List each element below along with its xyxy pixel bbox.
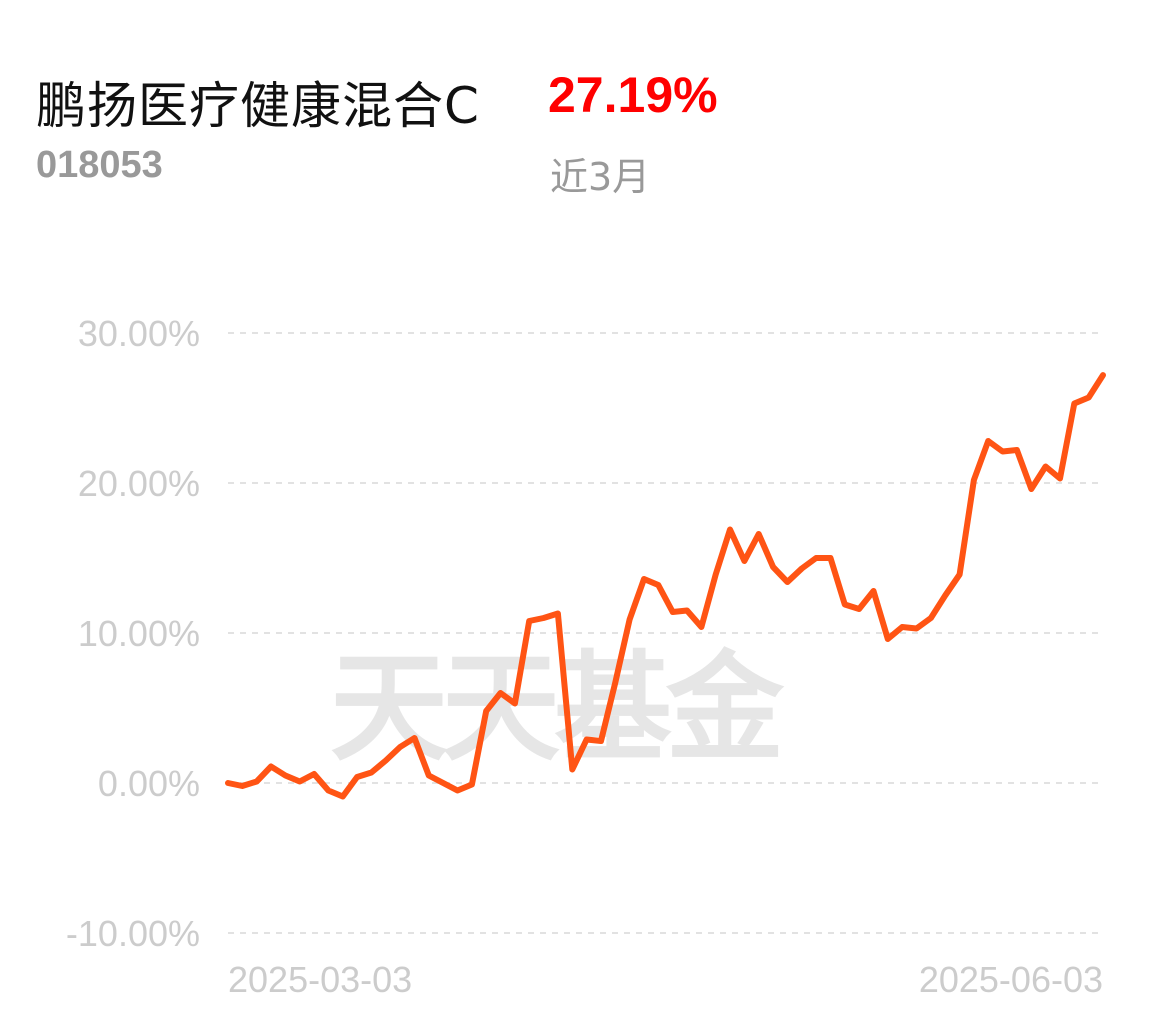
y-tick-label: 10.00%	[78, 613, 200, 654]
y-tick-label: 0.00%	[98, 763, 200, 804]
fund-return-value: 27.19%	[548, 67, 718, 123]
fund-code: 018053	[36, 144, 163, 186]
watermark-logo: 天天基金	[330, 638, 784, 777]
y-tick-label: 30.00%	[78, 313, 200, 354]
fund-name: 鹏扬医疗健康混合C	[36, 77, 480, 135]
y-tick-label: -10.00%	[66, 913, 200, 954]
period-label: 近3月	[550, 155, 651, 199]
y-tick-label: 20.00%	[78, 463, 200, 504]
series-line	[225, 372, 1106, 800]
x-tick-label: 2025-03-03	[228, 959, 412, 1000]
x-tick-label: 2025-06-03	[919, 959, 1103, 1000]
